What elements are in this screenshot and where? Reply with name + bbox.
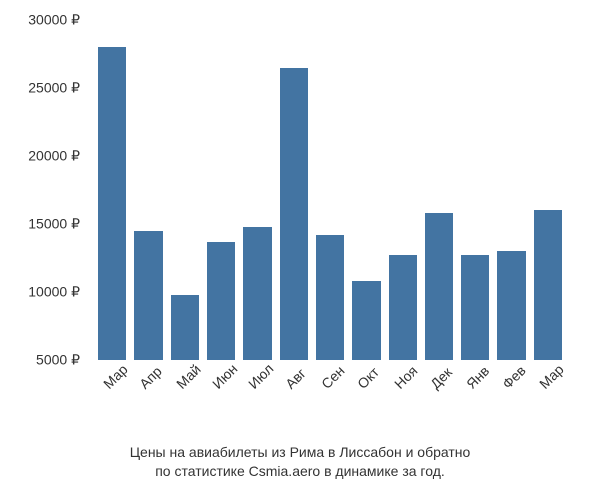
y-tick-label: 15000 ₽: [28, 216, 80, 233]
bar: [207, 242, 235, 360]
bar: [389, 255, 417, 360]
bar: [134, 231, 162, 360]
plot-area: [90, 20, 570, 360]
bar: [425, 213, 453, 360]
bar: [461, 255, 489, 360]
y-tick-label: 25000 ₽: [28, 80, 80, 97]
y-tick-label: 20000 ₽: [28, 148, 80, 165]
bar: [534, 210, 562, 360]
bar: [316, 235, 344, 360]
bar: [280, 68, 308, 360]
bar: [497, 251, 525, 360]
y-tick-label: 30000 ₽: [28, 12, 80, 29]
bar: [243, 227, 271, 360]
chart-caption: Цены на авиабилеты из Рима в Лиссабон и …: [0, 443, 600, 482]
bar: [98, 47, 126, 360]
bar: [352, 281, 380, 360]
y-tick-label: 5000 ₽: [36, 352, 80, 369]
y-axis: 5000 ₽10000 ₽15000 ₽20000 ₽25000 ₽30000 …: [0, 20, 85, 360]
x-axis: МарАпрМайИюнИюлАвгСенОктНояДекЯнвФевМар: [90, 365, 570, 435]
bars-group: [90, 20, 570, 360]
caption-line-2: по статистике Csmia.aero в динамике за г…: [155, 463, 445, 479]
chart-container: 5000 ₽ 10000 ₽ 15000 ₽ 20000 ₽ 25000 ₽ 30000 …: [0, 0, 600, 500]
y-tick-label: 10000 ₽: [28, 284, 80, 301]
bar: [171, 295, 199, 360]
caption-line-1: Цены на авиабилеты из Рима в Лиссабон и …: [130, 444, 471, 460]
